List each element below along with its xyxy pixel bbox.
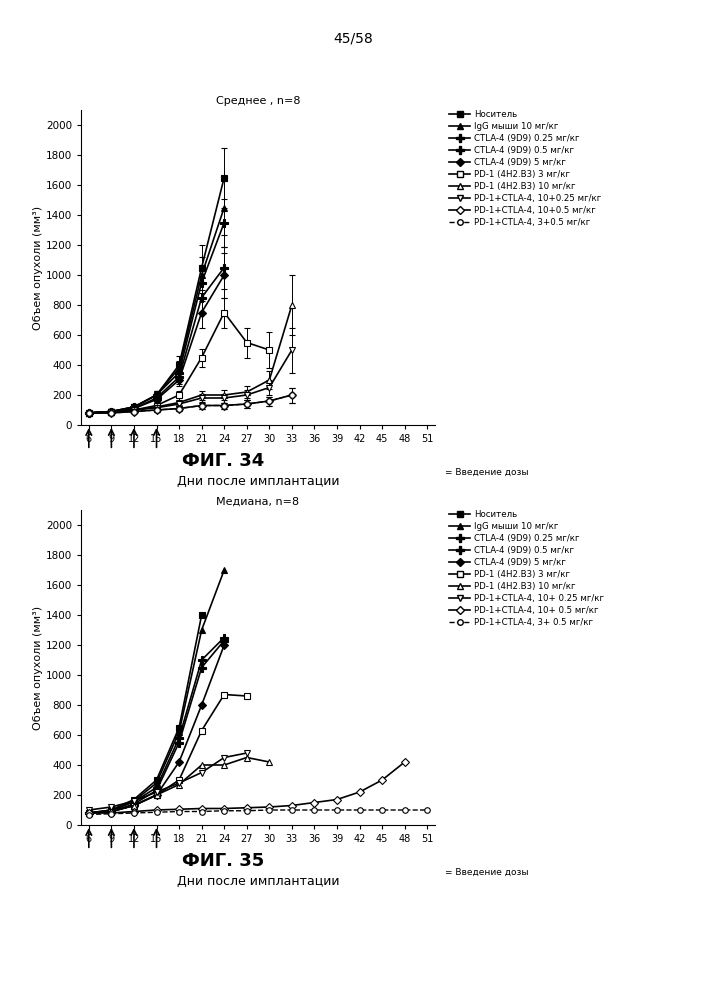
Title: Среднее , n=8: Среднее , n=8: [216, 96, 300, 106]
Legend: Носитель, IgG мыши 10 мг/кг, CTLA-4 (9D9) 0.25 мг/кг, CTLA-4 (9D9) 0.5 мг/кг, CT: Носитель, IgG мыши 10 мг/кг, CTLA-4 (9D9…: [445, 507, 607, 631]
Text: ФИГ. 35: ФИГ. 35: [182, 852, 264, 870]
Text: = Введение дозы: = Введение дозы: [445, 468, 529, 477]
Title: Медиана, n=8: Медиана, n=8: [216, 496, 300, 506]
Y-axis label: Объем опухоли (мм³): Объем опухоли (мм³): [33, 605, 43, 730]
Text: = Введение дозы: = Введение дозы: [445, 868, 529, 877]
X-axis label: Дни после имплантации: Дни после имплантации: [177, 475, 339, 488]
Text: ФИГ. 34: ФИГ. 34: [182, 452, 264, 470]
Text: 45/58: 45/58: [334, 32, 373, 46]
Y-axis label: Объем опухоли (мм³): Объем опухоли (мм³): [33, 205, 43, 330]
Legend: Носитель, IgG мыши 10 мг/кг, CTLA-4 (9D9) 0.25 мг/кг, CTLA-4 (9D9) 0.5 мг/кг, CT: Носитель, IgG мыши 10 мг/кг, CTLA-4 (9D9…: [445, 107, 604, 231]
X-axis label: Дни после имплантации: Дни после имплантации: [177, 875, 339, 888]
